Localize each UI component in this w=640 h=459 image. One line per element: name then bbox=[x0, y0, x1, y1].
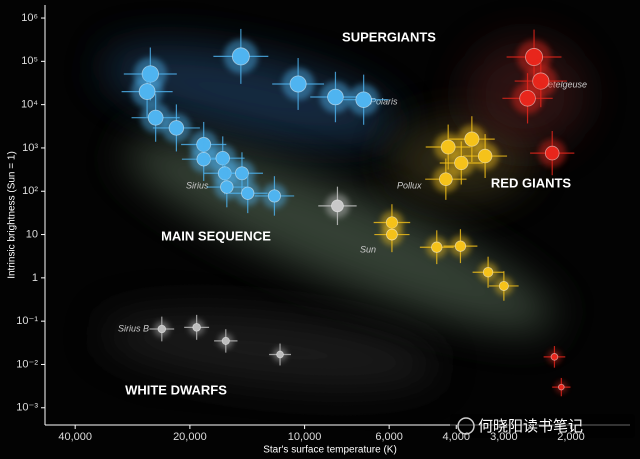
y-tick-label: 1 bbox=[32, 272, 38, 284]
star bbox=[425, 158, 467, 200]
point bbox=[355, 91, 372, 108]
point bbox=[168, 120, 185, 136]
point bbox=[276, 350, 284, 359]
point bbox=[138, 83, 156, 100]
watermark-text: 何晓阳读书笔记 bbox=[478, 418, 583, 435]
point bbox=[544, 145, 560, 161]
star bbox=[272, 58, 325, 110]
star bbox=[543, 346, 566, 368]
point bbox=[231, 47, 250, 66]
y-tick-label: 10 bbox=[26, 228, 38, 240]
star bbox=[552, 377, 571, 397]
star bbox=[489, 271, 519, 301]
star bbox=[310, 71, 361, 123]
y-tick-label: 10⁻¹ bbox=[16, 315, 38, 327]
star-label: Sirius B bbox=[118, 323, 149, 333]
star-label: Betelgeuse bbox=[542, 79, 587, 89]
star-label: Pollux bbox=[397, 180, 422, 190]
point bbox=[550, 353, 559, 361]
y-tick-label: 10² bbox=[22, 185, 38, 197]
point bbox=[454, 240, 467, 252]
star bbox=[338, 74, 389, 125]
y-tick-label: 10⁻² bbox=[16, 358, 38, 370]
watermark: 何晓阳读书笔记 bbox=[450, 414, 635, 438]
star bbox=[502, 73, 553, 124]
y-tick-label: 10³ bbox=[22, 142, 38, 154]
star bbox=[419, 230, 454, 265]
point bbox=[440, 139, 456, 155]
region-label: RED GIANTS bbox=[491, 175, 572, 190]
point bbox=[220, 180, 234, 194]
star-label: Sirius bbox=[186, 180, 209, 190]
y-tick-label: 10⁶ bbox=[21, 12, 38, 24]
point bbox=[498, 280, 509, 291]
point bbox=[386, 228, 398, 241]
star-label: Polaris bbox=[370, 96, 398, 106]
star bbox=[318, 186, 357, 226]
point bbox=[221, 336, 230, 345]
point bbox=[157, 324, 167, 334]
region-label: MAIN SEQUENCE bbox=[161, 228, 271, 243]
point bbox=[438, 172, 453, 187]
star bbox=[374, 216, 410, 253]
x-tick-label: 40,000 bbox=[58, 431, 92, 443]
star bbox=[184, 314, 210, 340]
point bbox=[241, 186, 255, 200]
y-tick-label: 10⁴ bbox=[21, 99, 38, 111]
point bbox=[147, 109, 164, 126]
point bbox=[431, 241, 443, 253]
star bbox=[530, 130, 575, 176]
point bbox=[196, 151, 211, 167]
point bbox=[477, 148, 493, 164]
star bbox=[472, 256, 504, 288]
point bbox=[558, 383, 565, 391]
point bbox=[267, 189, 282, 203]
x-tick-label: 4,000 bbox=[442, 431, 470, 443]
point bbox=[331, 199, 344, 213]
star bbox=[152, 104, 200, 152]
star bbox=[269, 343, 291, 366]
point bbox=[454, 155, 469, 171]
point bbox=[532, 72, 550, 90]
x-axis-label: Star's surface temperature (K) bbox=[263, 445, 397, 456]
y-axis-label: Intrinsic brightness (Sun = 1) bbox=[7, 151, 18, 279]
point bbox=[289, 75, 307, 93]
star bbox=[213, 28, 269, 84]
x-tick-label: 2,000 bbox=[557, 431, 585, 443]
y-tick-label: 10⁵ bbox=[21, 55, 38, 67]
point bbox=[525, 48, 544, 66]
x-tick-label: 10,000 bbox=[288, 431, 322, 443]
point bbox=[235, 166, 249, 181]
x-tick-label: 3,000 bbox=[490, 431, 518, 443]
point bbox=[192, 323, 201, 332]
point bbox=[327, 88, 344, 106]
y-tick-label: 10⁻³ bbox=[16, 402, 38, 414]
point bbox=[464, 131, 480, 147]
star bbox=[443, 229, 478, 264]
star bbox=[254, 176, 295, 216]
region-label: WHITE DWARFS bbox=[125, 382, 227, 397]
x-tick-label: 6,000 bbox=[375, 431, 403, 443]
point bbox=[519, 90, 536, 107]
star bbox=[214, 329, 238, 353]
star-label: Sun bbox=[360, 244, 376, 254]
point bbox=[482, 266, 494, 278]
x-tick-label: 20,000 bbox=[173, 431, 207, 443]
star bbox=[227, 173, 268, 214]
region-label: SUPERGIANTS bbox=[342, 29, 436, 44]
star bbox=[149, 316, 175, 342]
